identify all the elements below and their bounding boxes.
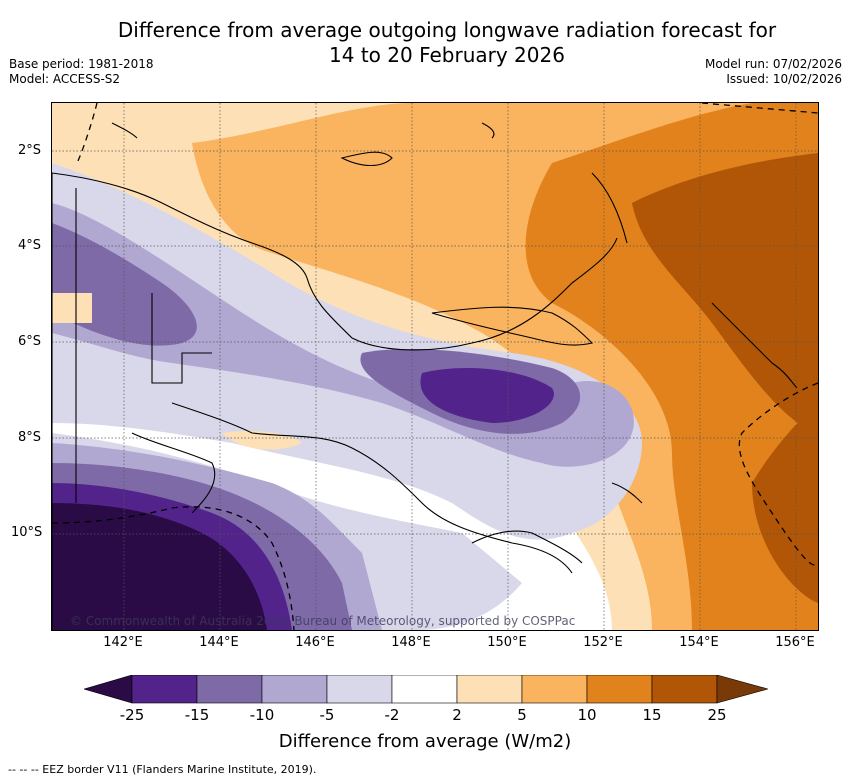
graticule — [52, 103, 818, 630]
colorbar-swatch-7 — [521, 675, 588, 704]
colorbar-tick: 2 — [452, 706, 462, 724]
model-run: Model run: 07/02/2026 — [704, 57, 842, 71]
copyright-notice: © Commonwealth of Australia 2026, Bureau… — [70, 614, 576, 628]
colorbar-tick: 25 — [707, 706, 727, 724]
colorbar-swatch-10 — [716, 675, 768, 704]
eez-borders — [52, 103, 818, 630]
colorbar-tick: 5 — [517, 706, 527, 724]
meta-right: Model run: 07/02/2026 Issued: 10/02/2026 — [705, 57, 842, 87]
colorbar-swatch-5 — [391, 675, 458, 704]
colorbar-title: Difference from average (W/m2) — [278, 731, 572, 752]
colorbar-tick: -15 — [184, 706, 210, 724]
issued-date: Issued: 10/02/2026 — [726, 72, 842, 86]
lon-label-146e: 146°E — [295, 635, 335, 650]
model-name: Model: ACCESS-S2 — [9, 72, 121, 86]
colorbar-swatch-0 — [84, 675, 133, 704]
eez-footnote: -- -- -- EEZ border V11 (Flanders Marine… — [8, 763, 317, 776]
map-panel — [51, 102, 819, 631]
colorbar-tick: -5 — [319, 706, 335, 724]
lat-label-8s: 8°S — [18, 430, 42, 445]
title-line-1: Difference from average outgoing longwav… — [117, 18, 777, 42]
colorbar-swatch-6 — [456, 675, 523, 704]
lon-label-154e: 154°E — [679, 635, 719, 650]
lon-label-152e: 152°E — [583, 635, 623, 650]
lat-label-4s: 4°S — [18, 238, 42, 253]
lon-label-142e: 142°E — [103, 635, 143, 650]
colorbar-swatch-1 — [131, 675, 198, 704]
colorbar — [84, 675, 768, 704]
coastlines — [52, 122, 798, 630]
colorbar-swatch-9 — [651, 675, 718, 704]
lat-label-2s: 2°S — [18, 143, 42, 158]
band-neg15-neg25-center — [420, 368, 554, 423]
lon-label-148e: 148°E — [391, 635, 431, 650]
chart-title: Difference from average outgoing longwav… — [42, 18, 850, 68]
lat-label-6s: 6°S — [18, 334, 42, 349]
colorbar-swatch-4 — [326, 675, 393, 704]
colorbar-swatch-8 — [586, 675, 653, 704]
lon-label-144e: 144°E — [199, 635, 239, 650]
band-15-25-se — [752, 403, 818, 603]
lat-label-10s: 10°S — [11, 525, 43, 540]
colorbar-tick: -10 — [249, 706, 275, 724]
band-lt-neg25 — [52, 503, 267, 630]
colorbar-tick: -2 — [384, 706, 400, 724]
lon-label-150e: 150°E — [487, 635, 527, 650]
meta-left: Base period: 1981-2018 Model: ACCESS-S2 — [9, 57, 154, 87]
lon-label-156e: 156°E — [775, 635, 815, 650]
patch-light-orange-1 — [52, 293, 92, 323]
colorbar-tick: -25 — [119, 706, 145, 724]
olr-anomaly-map — [52, 103, 818, 630]
base-period: Base period: 1981-2018 — [9, 57, 154, 71]
colorbar-swatch-2 — [196, 675, 263, 704]
colorbar-tick: 15 — [642, 706, 662, 724]
colorbar-tick: 10 — [577, 706, 597, 724]
title-line-2: 14 to 20 February 2026 — [329, 43, 565, 67]
colorbar-swatch-3 — [261, 675, 328, 704]
